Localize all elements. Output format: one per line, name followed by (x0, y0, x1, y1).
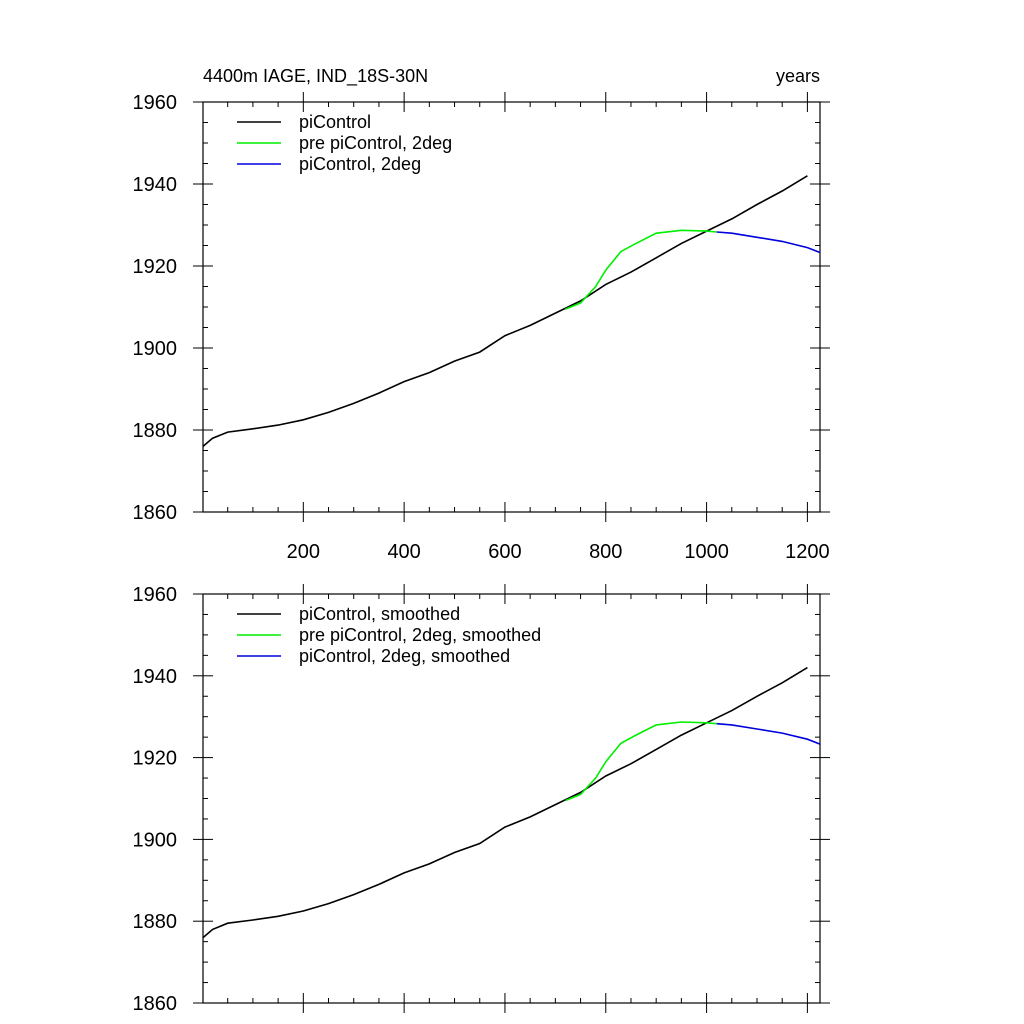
x-tick-label: 1000 (684, 541, 729, 563)
y-tick-label: 1960 (133, 584, 178, 606)
legend-label: piControl, 2deg, smoothed (299, 646, 510, 666)
y-tick-label: 1920 (133, 748, 178, 770)
y-tick-label: 1960 (133, 92, 178, 114)
top-plot-panel: 200 400 600 800 1000 1200 1860 1880 1900 1920 1940… (133, 92, 830, 563)
plot-frame (202, 593, 821, 1004)
y-tick-label: 1900 (133, 829, 178, 851)
y-tick-label: 1900 (133, 338, 178, 360)
chart-title-right: years (776, 66, 820, 86)
bottom-plot-panel: 1860 1880 1900 1920 1940 1960 piControl, smoot… (133, 584, 830, 1015)
legend-label: piControl (299, 112, 371, 132)
legend-label: piControl, 2deg (299, 154, 421, 174)
series-line-2 (716, 722, 821, 745)
legend-label: piControl, smoothed (299, 604, 460, 624)
y-tick-label: 1880 (133, 911, 178, 933)
legend-label: pre piControl, 2deg (299, 133, 452, 153)
y-tick-label: 1940 (133, 174, 178, 196)
series-line-2 (716, 231, 821, 254)
x-tick-label: 400 (387, 541, 420, 563)
x-tick-label: 600 (488, 541, 521, 563)
y-tick-label: 1920 (133, 256, 178, 278)
series-line-1 (565, 229, 717, 310)
series-line-0 (202, 175, 808, 448)
legend-label: pre piControl, 2deg, smoothed (299, 625, 541, 645)
series-line-1 (565, 721, 717, 802)
y-tick-label: 1860 (133, 502, 178, 524)
y-tick-label: 1940 (133, 666, 178, 688)
series-line-0 (202, 666, 808, 939)
y-tick-label: 1880 (133, 420, 178, 442)
x-tick-label: 200 (287, 541, 320, 563)
x-tick-label: 800 (589, 541, 622, 563)
plot-frame (202, 101, 821, 513)
chart-title-left: 4400m IAGE, IND_18S-30N (203, 66, 428, 87)
x-tick-label: 1200 (785, 541, 830, 563)
y-tick-label: 1860 (133, 993, 178, 1015)
